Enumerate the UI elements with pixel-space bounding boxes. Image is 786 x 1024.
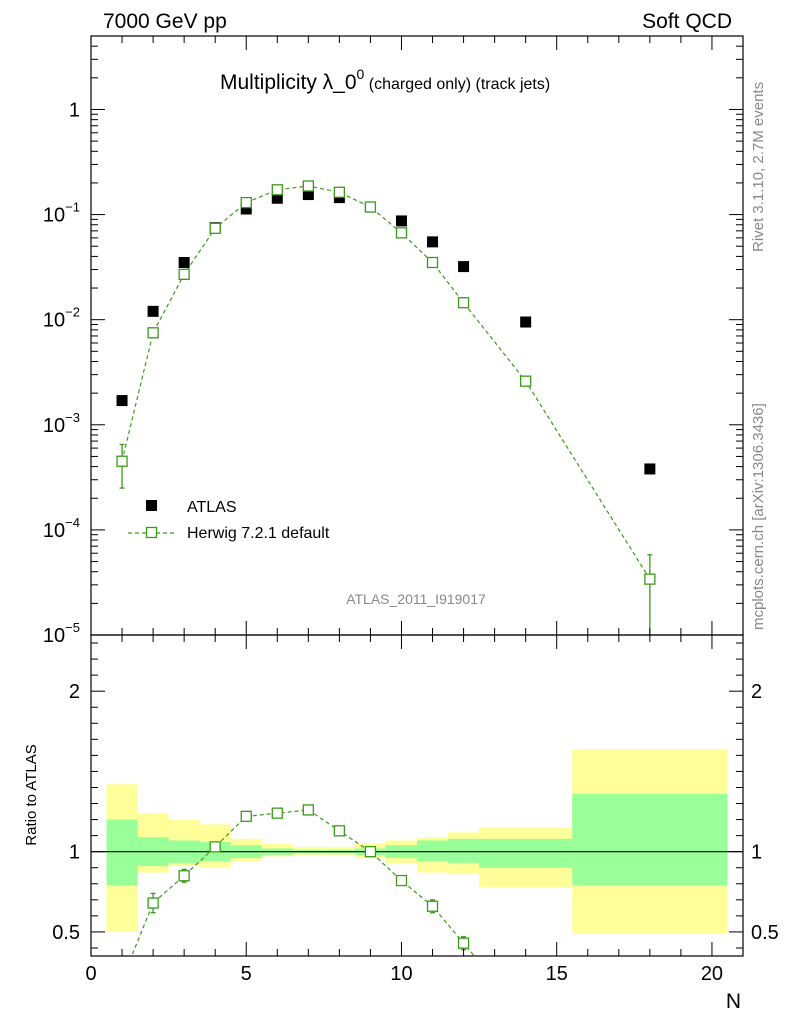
ratio-y-tick-label-right: 2	[751, 681, 762, 703]
y-tick-label-base: 10	[43, 520, 65, 542]
ratio-mc-point	[178, 870, 190, 882]
mc-point	[240, 196, 252, 209]
data-point	[271, 192, 283, 204]
ratio-mc-point	[333, 825, 346, 837]
y-tick-label-exponent: −3	[65, 410, 80, 425]
mc-point	[271, 184, 283, 196]
mc-point	[147, 327, 159, 339]
mc-point	[644, 573, 656, 585]
y-tick-label-exponent: −5	[65, 620, 80, 635]
ratio-mc-point	[240, 810, 252, 823]
x-tick-label: 20	[701, 963, 723, 985]
legend: ATLAS Herwig 7.2.1 default	[128, 499, 330, 542]
mc-point	[209, 222, 221, 234]
analysis-id: ATLAS_2011_I919017	[346, 591, 486, 607]
ratio-y-tick-label-right: 1	[751, 842, 762, 864]
ratio-mc-point	[426, 900, 439, 912]
ratio-mc-point	[271, 807, 283, 819]
ratio-bands	[106, 748, 728, 934]
data-point	[178, 256, 190, 268]
main-panel-marks	[116, 180, 656, 636]
y-tick-label: 10−5	[43, 620, 80, 647]
ratio-frame	[90, 634, 744, 957]
y-tick-label: 10−4	[43, 515, 80, 542]
ratio-mc-point	[147, 897, 159, 909]
y-tick-label-base: 10	[43, 625, 65, 647]
y-tick-label-base: 10	[43, 415, 65, 437]
rivet-label: Rivet 3.1.10, 2.7M events	[750, 82, 767, 252]
ratio-y-tick-label: 2	[69, 681, 80, 703]
mc-line	[121, 185, 651, 580]
ratio-band-inner	[572, 793, 728, 886]
data-point	[644, 463, 656, 475]
main-panel-axes: 10−510−410−310−210−11	[43, 35, 744, 647]
data-point	[116, 395, 128, 407]
mcplots-label: mcplots.cern.ch [arXiv:1306.3436]	[750, 403, 767, 630]
y-tick-label: 10−3	[43, 410, 80, 437]
plot-title: Multiplicity λ_00 (charged only) (track …	[220, 66, 550, 94]
y-tick-label: 10−1	[43, 200, 80, 227]
y-tick-label: 10−2	[43, 305, 80, 332]
title-suffix: (charged only) (track jets)	[364, 76, 550, 93]
data-point	[240, 203, 252, 215]
ratio-x-label: N	[726, 990, 741, 1013]
mc-point	[178, 268, 190, 280]
y-tick-label-exponent: −2	[65, 305, 80, 320]
ratio-y-tick-label: 0.5	[52, 922, 80, 944]
y-tick-label-base: 10	[43, 310, 65, 332]
x-tick-label: 5	[241, 963, 252, 985]
mc-point	[426, 256, 439, 269]
mc-point	[364, 201, 377, 213]
data-point	[147, 305, 159, 317]
x-tick-label: 15	[546, 963, 568, 985]
header-energy: 7000 GeV pp	[103, 10, 227, 33]
legend-mc-marker	[145, 526, 158, 539]
data-point	[427, 236, 439, 248]
ratio-y-tick-label: 1	[69, 842, 80, 864]
legend-data-marker	[146, 500, 157, 511]
mc-point	[457, 297, 470, 309]
ratio-band-inner	[479, 838, 573, 868]
ratio-band-inner	[106, 819, 138, 886]
y-tick-label-exponent: −1	[65, 200, 80, 215]
ratio-mc-point	[209, 841, 221, 853]
ratio-band-inner	[417, 840, 449, 862]
ratio-y-tick-label-right: 0.5	[751, 922, 779, 944]
ratio-band-inner	[448, 838, 480, 863]
mc-point	[302, 180, 314, 192]
title-superscript: 0	[357, 66, 365, 82]
ratio-mc-point	[395, 874, 408, 887]
header-category: Soft QCD	[642, 10, 732, 33]
ratio-mc-point	[457, 937, 470, 949]
main-frame	[90, 35, 744, 636]
data-point	[458, 261, 470, 273]
y-tick-label-exponent: −4	[65, 515, 80, 530]
y-tick-label-base: 1	[69, 99, 80, 121]
ratio-mc-point	[302, 804, 314, 816]
y-tick-label-base: 10	[43, 205, 65, 227]
data-point	[520, 316, 532, 328]
data-point	[302, 189, 314, 201]
ratio-y-label: Ratio to ATLAS	[23, 744, 40, 845]
ratio-mc-point	[364, 846, 377, 858]
x-tick-label: 0	[85, 963, 96, 985]
title-main: Multiplicity λ_0	[220, 71, 357, 94]
mc-point	[395, 227, 408, 239]
legend-data-label: ATLAS	[187, 499, 237, 516]
data-point	[395, 215, 407, 227]
ratio-panel-axes: 0.5 0.51 12 20 5 10 15 20	[52, 634, 779, 985]
mc-point	[520, 375, 532, 387]
mc-point	[116, 455, 128, 467]
mc-point	[333, 186, 346, 198]
x-tick-label: 10	[390, 963, 412, 985]
ratio-panel-marks	[91, 804, 743, 956]
legend-mc-label: Herwig 7.2.1 default	[187, 525, 330, 542]
y-tick-label: 1	[69, 99, 80, 121]
